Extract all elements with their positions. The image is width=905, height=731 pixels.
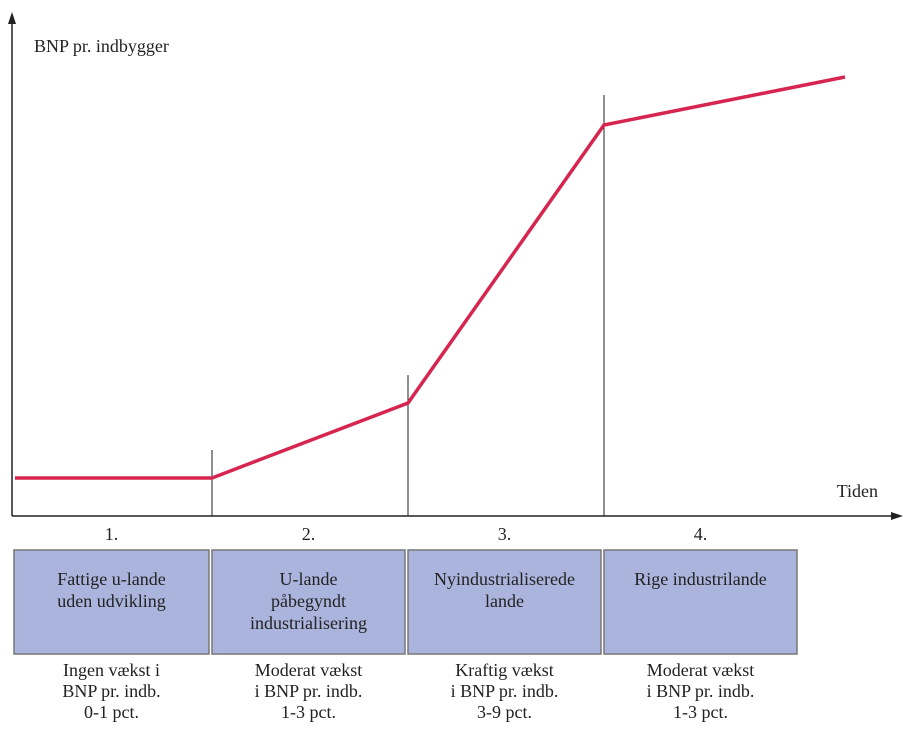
y-axis-label: BNP pr. indbygger bbox=[34, 36, 169, 56]
stage-number: 3. bbox=[498, 524, 512, 544]
stage-description: BNP pr. indb. bbox=[62, 681, 160, 701]
stage-description: i BNP pr. indb. bbox=[647, 681, 755, 701]
stage-description: 1-3 pct. bbox=[281, 702, 336, 722]
stage-box-label: påbegyndt bbox=[271, 591, 346, 611]
stage-description: 3-9 pct. bbox=[477, 702, 532, 722]
stage-box-label: Nyindustrialiserede bbox=[434, 569, 575, 589]
stage-box bbox=[211, 549, 406, 655]
stage-box bbox=[603, 549, 798, 655]
x-axis-label: Tiden bbox=[837, 481, 878, 501]
stage-box-label: Rige industrilande bbox=[634, 569, 766, 589]
stage-number: 4. bbox=[694, 524, 708, 544]
stage-number: 1. bbox=[105, 524, 119, 544]
stage-description: Moderat vækst bbox=[255, 660, 363, 680]
stage-description: 1-3 pct. bbox=[673, 702, 728, 722]
stage-box-label: U-lande bbox=[280, 569, 338, 589]
stage-box-label: uden udvikling bbox=[57, 591, 166, 611]
stage-description: Ingen vækst i bbox=[63, 660, 160, 680]
stage-description: 0-1 pct. bbox=[84, 702, 139, 722]
stage-box-label: Fattige u-lande bbox=[57, 569, 165, 589]
growth-curve bbox=[15, 75, 846, 480]
stage-description: i BNP pr. indb. bbox=[255, 681, 363, 701]
stage-description: Moderat vækst bbox=[647, 660, 755, 680]
stage-box-label: industrialisering bbox=[250, 613, 367, 633]
stage-description: i BNP pr. indb. bbox=[451, 681, 559, 701]
x-axis-arrow bbox=[891, 512, 903, 520]
stage-number: 2. bbox=[302, 524, 316, 544]
stage-box-label: lande bbox=[485, 591, 524, 611]
stage-description: Kraftig vækst bbox=[455, 660, 554, 680]
stage-box bbox=[407, 549, 602, 655]
stage-box bbox=[13, 549, 210, 655]
y-axis-arrow bbox=[8, 12, 16, 24]
